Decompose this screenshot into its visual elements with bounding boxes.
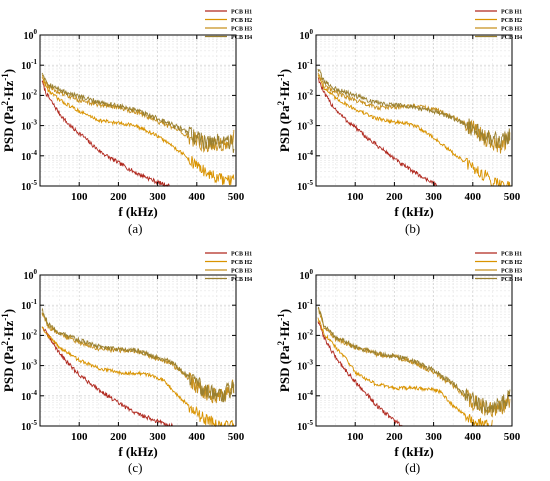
y-tick-label: 10-3 <box>297 359 313 373</box>
legend-label: PCB H4 <box>501 277 522 283</box>
y-tick-label: 10-4 <box>21 149 37 163</box>
legend-label: PCB H4 <box>501 35 522 41</box>
x-tick-label: 100 <box>347 191 364 203</box>
legend-label: PCB H3 <box>231 27 252 33</box>
x-tick-label: 400 <box>465 191 482 203</box>
y-tick-label: 10-1 <box>297 58 313 72</box>
series-line <box>41 312 235 404</box>
y-tick-label: 10-4 <box>297 389 313 403</box>
y-tick-label: 10-2 <box>297 88 313 102</box>
x-tick-label: 400 <box>189 191 206 203</box>
x-tick-label: 200 <box>110 191 127 203</box>
x-tick-label: 500 <box>504 191 521 203</box>
x-tick-label: 300 <box>425 191 442 203</box>
x-tick-label: 300 <box>149 431 166 443</box>
legend-label: PCB H1 <box>231 10 252 16</box>
legend-label: PCB H3 <box>501 269 522 275</box>
y-tick-label: 10-3 <box>21 359 37 373</box>
plot-frame <box>39 34 237 187</box>
legend-label: PCB H2 <box>501 260 522 266</box>
caption-d: (d) <box>405 460 421 475</box>
series-line <box>41 77 235 186</box>
x-axis-label: f (kHz) <box>394 204 433 219</box>
x-axis-label: f (kHz) <box>118 204 157 219</box>
x-tick-label: 100 <box>71 431 88 443</box>
chart-panel-a: 100 200 300 400 500 10-5 10-4 10-3 10-2 10-1 100 f … <box>0 10 252 220</box>
legend-label: PCB H3 <box>231 269 252 275</box>
y-tick-label: 10-2 <box>21 328 37 342</box>
y-tick-label: 100 <box>300 28 314 42</box>
legend-label: PCB H4 <box>231 277 252 283</box>
y-tick-label: 10-5 <box>297 179 313 193</box>
x-tick-label: 100 <box>71 191 88 203</box>
series-line <box>41 72 235 153</box>
chart-panel-c: 100 200 300 400 500 10-5 10-4 10-3 10-2 10-1 100 f … <box>0 252 252 460</box>
legend-label: PCB H2 <box>231 260 252 266</box>
series-line <box>41 307 235 403</box>
x-tick-label: 200 <box>110 431 127 443</box>
x-axis-label: f (kHz) <box>118 444 157 459</box>
x-tick-label: 500 <box>228 431 245 443</box>
legend-label: PCB H1 <box>501 10 522 16</box>
series-line <box>41 80 170 187</box>
legend-label: PCB H1 <box>501 252 522 258</box>
y-tick-label: 100 <box>300 268 314 282</box>
series-line <box>41 326 173 427</box>
y-tick-label: 10-5 <box>21 179 37 193</box>
x-tick-label: 300 <box>149 191 166 203</box>
legend: PCB H1 PCB H2 PCB H3 PCB H4 <box>475 10 522 41</box>
x-axis-label: f (kHz) <box>394 444 433 459</box>
caption-a: (a) <box>128 221 143 236</box>
series-line <box>41 326 235 428</box>
plot-frame <box>39 274 237 427</box>
y-tick-label: 100 <box>24 268 38 282</box>
series-line <box>317 68 511 149</box>
x-tick-label: 400 <box>465 431 482 443</box>
legend-label: PCB H2 <box>231 18 252 24</box>
y-tick-label: 10-2 <box>21 88 37 102</box>
y-tick-label: 10-3 <box>297 119 313 133</box>
series-line <box>317 306 511 416</box>
y-tick-label: 10-4 <box>297 149 313 163</box>
y-axis-label: PSD (Pa2·Hz-1) <box>276 69 292 152</box>
series-line <box>317 77 438 187</box>
y-tick-label: 10-4 <box>21 389 37 403</box>
caption-c: (c) <box>128 460 143 475</box>
series-line <box>317 74 511 188</box>
legend: PCB H1 PCB H2 PCB H3 PCB H4 <box>205 10 252 41</box>
chart-panel-d: 100 200 300 400 500 10-5 10-4 10-3 10-2 10-1 100 f … <box>276 252 522 460</box>
x-tick-label: 500 <box>228 191 245 203</box>
series-line <box>317 317 493 427</box>
legend: PCB H1 PCB H2 PCB H3 PCB H4 <box>205 252 252 283</box>
plot-frame <box>315 274 513 427</box>
y-tick-label: 10-2 <box>297 328 313 342</box>
x-tick-label: 400 <box>189 431 206 443</box>
x-tick-label: 100 <box>347 431 364 443</box>
caption-b: (b) <box>405 221 421 236</box>
y-axis-label: PSD (Pa2·Hz-1) <box>0 309 16 392</box>
x-tick-label: 200 <box>386 431 403 443</box>
legend: PCB H1 PCB H2 PCB H3 PCB H4 <box>475 252 522 283</box>
x-tick-label: 300 <box>425 431 442 443</box>
legend-label: PCB H1 <box>231 252 252 258</box>
legend-label: PCB H2 <box>501 18 522 24</box>
legend-label: PCB H4 <box>231 35 252 41</box>
y-tick-label: 10-3 <box>21 119 37 133</box>
y-tick-label: 100 <box>24 28 38 42</box>
series-line <box>317 321 403 427</box>
y-tick-label: 10-1 <box>21 298 37 312</box>
y-axis-label: PSD (Pa2·Hz-1) <box>276 309 292 392</box>
x-tick-label: 200 <box>386 191 403 203</box>
legend-label: PCB H3 <box>501 27 522 33</box>
x-tick-label: 500 <box>504 431 521 443</box>
plot-frame <box>315 34 513 187</box>
y-axis-label: PSD (Pa2·Hz-1) <box>0 69 16 152</box>
y-tick-label: 10-5 <box>297 419 313 433</box>
chart-panel-b: 100 200 300 400 500 10-5 10-4 10-3 10-2 10-1 100 f … <box>276 10 522 220</box>
y-tick-label: 10-1 <box>21 58 37 72</box>
y-tick-label: 10-1 <box>297 298 313 312</box>
y-tick-label: 10-5 <box>21 419 37 433</box>
